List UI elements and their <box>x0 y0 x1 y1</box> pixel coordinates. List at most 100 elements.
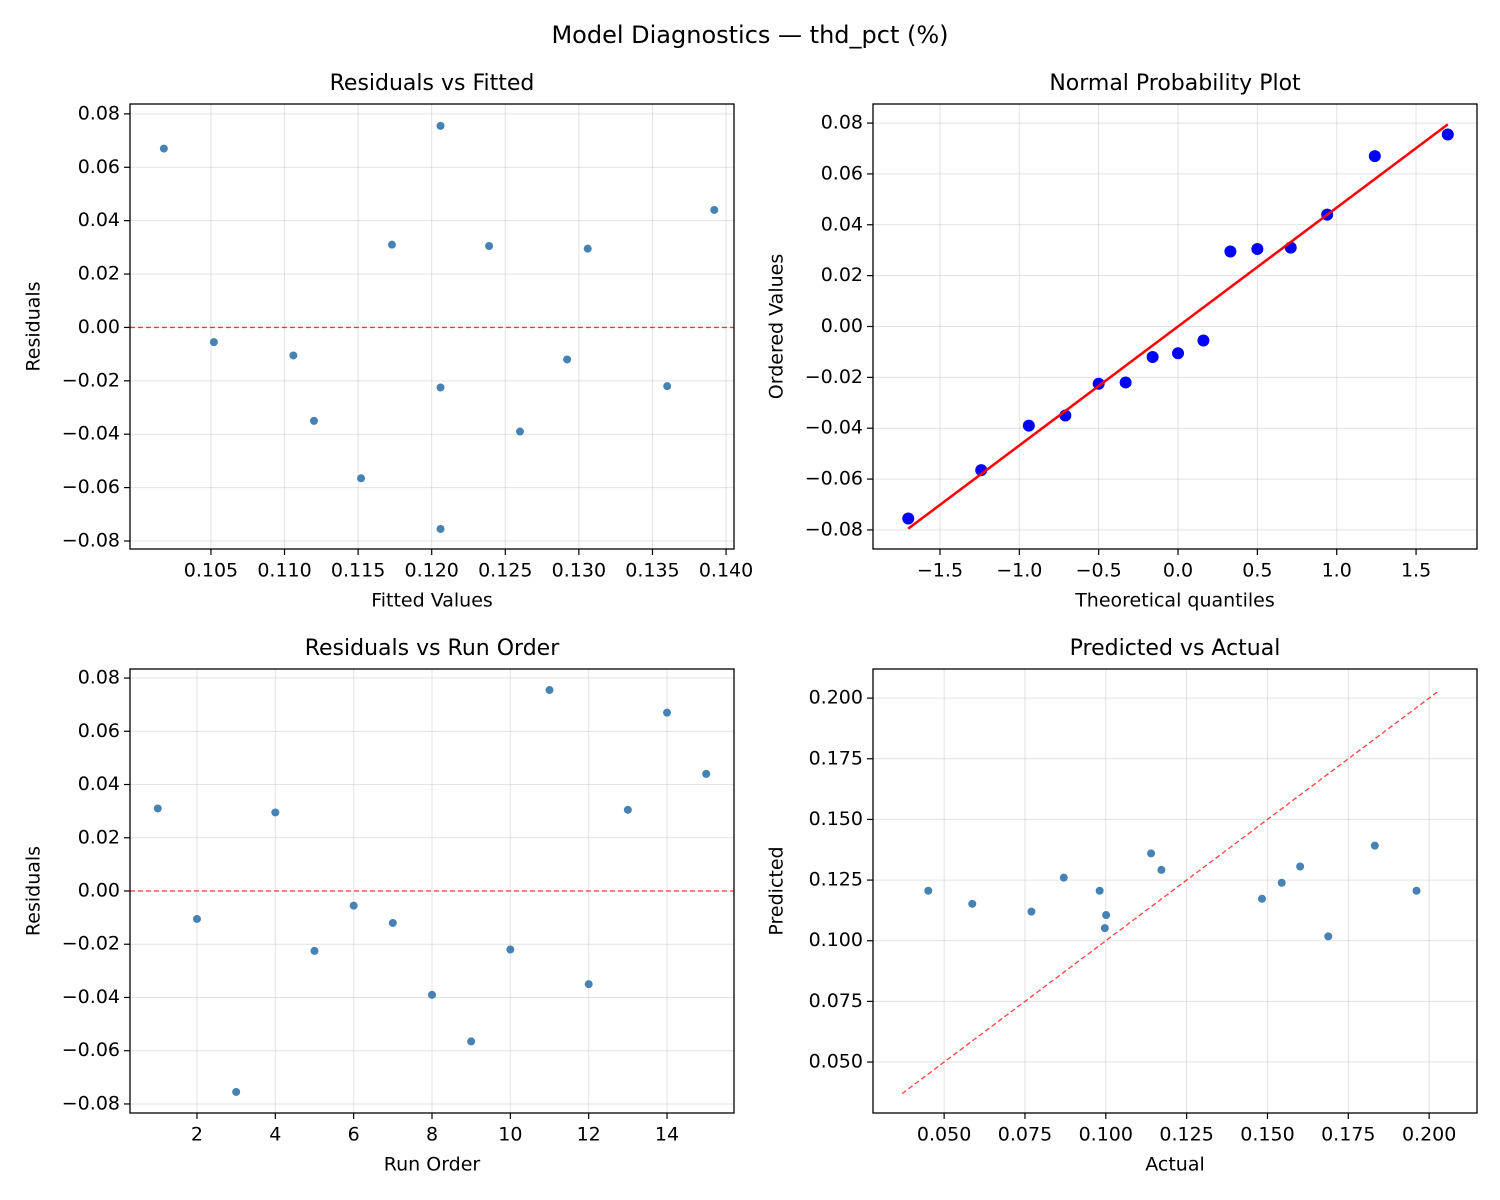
point <box>232 1087 241 1096</box>
subplot: Residuals vs Run Order Run Order Residuals… <box>23 636 735 1176</box>
y-tick-label: 0.04 <box>78 209 120 231</box>
axes-frame <box>129 103 735 550</box>
point <box>428 990 436 999</box>
x-tick-label: 0.115 <box>331 560 385 582</box>
x-tick-label: 8 <box>426 1124 438 1146</box>
point <box>1197 334 1210 347</box>
point <box>436 524 445 533</box>
point <box>1022 419 1035 432</box>
x-axis-label: Actual <box>1145 1154 1205 1176</box>
axes-frame <box>872 103 1478 550</box>
point <box>1368 150 1381 163</box>
point <box>1296 862 1305 871</box>
x-tick-label: 6 <box>348 1124 360 1146</box>
y-tick-label: −0.08 <box>805 518 863 540</box>
y-tick-label: −0.06 <box>62 476 120 498</box>
point <box>1277 878 1286 887</box>
x-tick-label: 0.0 <box>1163 560 1193 582</box>
y-tick-label: 0.200 <box>809 687 863 709</box>
y-tick-label: 0.050 <box>809 1051 863 1073</box>
point <box>1027 907 1036 916</box>
point <box>1441 128 1454 141</box>
x-tick-label: 10 <box>498 1124 522 1146</box>
point <box>924 886 933 895</box>
point <box>583 244 592 253</box>
y-tick-label: −0.04 <box>62 423 120 445</box>
y-tick-label: 0.175 <box>809 747 863 769</box>
subplot-title: Normal Probability Plot <box>1049 71 1301 96</box>
point <box>388 918 397 927</box>
y-tick-label: 0.150 <box>809 808 863 830</box>
y-tick-label: −0.02 <box>62 369 120 391</box>
x-tick-label: 0.050 <box>917 1124 971 1146</box>
figure-title: Model Diagnostics — thd_pct (%) <box>551 21 948 49</box>
point <box>702 769 711 778</box>
point <box>192 914 201 923</box>
y-tick-label: 0.100 <box>809 929 863 951</box>
y-tick-label: −0.04 <box>805 417 863 439</box>
point <box>1146 351 1159 364</box>
point <box>1147 849 1156 858</box>
subplot-title: Predicted vs Actual <box>1070 636 1281 661</box>
y-tick-label: 0.02 <box>78 263 120 285</box>
subplot: Predicted vs Actual Actual Predicted 0.050 0… <box>766 636 1478 1176</box>
plot-area <box>902 123 1454 530</box>
x-tick-label: 0.110 <box>257 560 311 582</box>
y-tick-label: 0.06 <box>78 156 120 178</box>
x-tick-label: 0.125 <box>1159 1124 1213 1146</box>
x-tick-label: 12 <box>577 1124 601 1146</box>
x-axis-label: Theoretical quantiles <box>1074 590 1275 612</box>
y-tick-label: −0.02 <box>62 933 120 955</box>
point <box>1059 873 1068 882</box>
x-tick-label: 0.075 <box>998 1124 1052 1146</box>
point <box>310 946 319 955</box>
point <box>1095 886 1104 895</box>
point <box>1157 865 1166 874</box>
point <box>467 1037 476 1046</box>
y-tick-label: 0.00 <box>78 316 120 338</box>
point <box>663 382 672 391</box>
y-axis-label: Predicted <box>766 846 788 935</box>
subplot-title: Residuals vs Run Order <box>305 636 560 661</box>
y-axis-label: Residuals <box>23 281 45 371</box>
x-tick-label: −0.5 <box>1076 560 1122 582</box>
point <box>623 805 632 814</box>
subplot: Residuals vs Fitted Fitted Values Residual… <box>23 71 754 612</box>
point <box>357 474 366 483</box>
y-tick-label: 0.04 <box>821 213 863 235</box>
axes-frame <box>872 668 1478 1114</box>
point <box>1119 376 1132 389</box>
point <box>1251 242 1264 255</box>
y-tick-label: −0.02 <box>805 366 863 388</box>
x-tick-label: 0.5 <box>1242 560 1272 582</box>
y-tick-label: −0.08 <box>62 529 120 551</box>
y-tick-label: 0.00 <box>78 880 120 902</box>
x-tick-label: 1.5 <box>1401 560 1431 582</box>
x-tick-label: 0.150 <box>1240 1124 1294 1146</box>
point <box>563 355 572 364</box>
point <box>710 205 719 214</box>
point <box>159 144 168 153</box>
y-axis-label: Ordered Values <box>766 254 788 399</box>
point <box>1257 894 1266 903</box>
x-tick-label: 0.140 <box>699 560 753 582</box>
y-tick-label: 0.02 <box>78 826 120 848</box>
x-tick-label: 0.135 <box>625 560 679 582</box>
y-tick-label: 0.08 <box>821 112 863 134</box>
y-tick-label: 0.075 <box>809 990 863 1012</box>
point <box>153 804 162 813</box>
y-tick-label: 0.04 <box>78 773 120 795</box>
y-tick-label: 0.00 <box>821 315 863 337</box>
subplot-title: Residuals vs Fitted <box>330 71 535 96</box>
point <box>485 242 494 251</box>
x-tick-label: 0.125 <box>478 560 532 582</box>
plot-area <box>130 686 734 1096</box>
point <box>289 351 298 360</box>
point <box>1172 347 1185 360</box>
point <box>506 945 515 954</box>
point <box>436 121 445 130</box>
point <box>584 980 593 989</box>
plot-area <box>901 690 1440 1095</box>
x-tick-label: 0.200 <box>1402 1124 1456 1146</box>
